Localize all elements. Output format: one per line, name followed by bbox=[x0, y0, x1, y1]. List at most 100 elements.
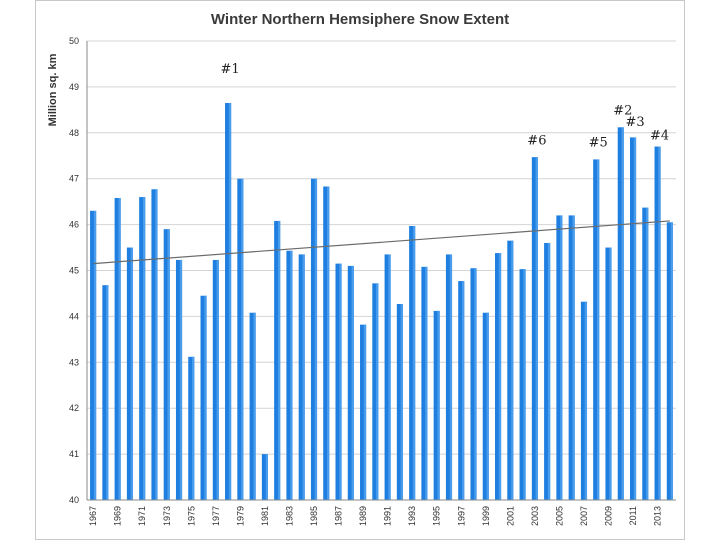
y-tick-label: 45 bbox=[69, 266, 79, 276]
x-tick-label: 1997 bbox=[456, 506, 466, 526]
y-tick-label: 43 bbox=[69, 357, 79, 367]
bar bbox=[409, 225, 416, 501]
bar-highlight bbox=[228, 102, 232, 500]
x-tick-label: 2001 bbox=[505, 506, 515, 526]
bar-highlight bbox=[560, 215, 563, 501]
bar bbox=[605, 247, 612, 500]
x-tick-label: 1979 bbox=[235, 506, 245, 526]
bar-highlight bbox=[376, 283, 379, 500]
bar bbox=[286, 250, 293, 500]
x-tick-label: 1995 bbox=[432, 506, 442, 526]
x-tick-label: 1973 bbox=[162, 506, 172, 526]
y-axis-label: Million sq. km bbox=[47, 53, 59, 126]
bar-highlight bbox=[339, 263, 342, 500]
bar bbox=[445, 254, 453, 500]
bar-highlight bbox=[498, 253, 502, 500]
rank-annotation: #1 bbox=[221, 62, 240, 77]
x-tick-label: 2007 bbox=[579, 506, 589, 526]
bar-highlight bbox=[277, 220, 281, 501]
y-tick-label: 41 bbox=[69, 449, 79, 459]
bar-highlight bbox=[511, 240, 514, 501]
x-tick-label: 1987 bbox=[334, 506, 344, 526]
x-tick-label: 1975 bbox=[186, 506, 196, 526]
annotations: #1 #2#3 #4 #5 #6 bbox=[221, 62, 670, 150]
trendline-group bbox=[93, 220, 670, 265]
bar bbox=[249, 312, 256, 500]
bar-highlight bbox=[192, 356, 195, 500]
bar bbox=[274, 220, 281, 501]
bar-highlight bbox=[216, 259, 219, 500]
y-tick-label: 47 bbox=[69, 174, 79, 184]
bar-highlight bbox=[596, 159, 600, 500]
bar-highlight bbox=[155, 189, 158, 500]
bar bbox=[421, 266, 428, 500]
bar bbox=[629, 137, 637, 500]
x-tick-label: 2005 bbox=[554, 506, 564, 526]
bar bbox=[433, 310, 440, 500]
bar bbox=[470, 268, 477, 500]
rank-annotation: #2 bbox=[613, 103, 632, 118]
bar bbox=[531, 157, 538, 500]
bar bbox=[666, 222, 673, 500]
bar-highlight bbox=[658, 146, 661, 500]
x-tick-label: 1985 bbox=[309, 506, 319, 526]
bar-highlight bbox=[314, 178, 318, 500]
rank-annotation: #5 bbox=[589, 136, 608, 151]
bar bbox=[151, 189, 158, 500]
bar-highlight bbox=[302, 254, 305, 500]
bar-highlight bbox=[670, 222, 673, 500]
bar-highlight bbox=[646, 207, 649, 500]
bar bbox=[310, 178, 318, 500]
bar bbox=[458, 281, 465, 500]
chart-title: Winter Northern Hemsiphere Snow Extent bbox=[211, 11, 509, 28]
bar-highlight bbox=[425, 266, 428, 500]
x-tick-label: 1967 bbox=[88, 506, 98, 526]
bar-highlight bbox=[523, 269, 526, 500]
bar bbox=[593, 159, 600, 500]
bar-highlight bbox=[241, 178, 244, 500]
bar-highlight bbox=[106, 285, 109, 500]
bar-highlight bbox=[253, 312, 256, 500]
x-tick-label: 1999 bbox=[481, 506, 491, 526]
y-tick-label: 50 bbox=[69, 36, 79, 46]
bar bbox=[482, 312, 489, 500]
bar-highlight bbox=[93, 210, 97, 500]
bar bbox=[372, 283, 379, 500]
x-tick-label: 1977 bbox=[211, 506, 221, 526]
y-tick-label: 44 bbox=[69, 311, 79, 321]
bar bbox=[163, 229, 170, 500]
bar-highlight bbox=[437, 310, 440, 500]
bar bbox=[225, 102, 232, 500]
bar-highlight bbox=[179, 259, 183, 500]
bar-highlight bbox=[351, 265, 354, 500]
bar-highlight bbox=[142, 197, 146, 500]
bar bbox=[654, 146, 661, 500]
x-tick-label: 2009 bbox=[604, 506, 614, 526]
bar bbox=[323, 186, 330, 501]
bar bbox=[175, 259, 183, 500]
bar bbox=[384, 254, 391, 500]
x-tick-label: 1981 bbox=[260, 506, 270, 526]
bar-highlight bbox=[130, 247, 134, 500]
gridlines bbox=[87, 40, 676, 501]
x-tick-label: 2003 bbox=[530, 506, 540, 526]
rank-annotation: #3 bbox=[625, 115, 644, 130]
bar-highlight bbox=[621, 127, 624, 501]
bar bbox=[580, 301, 588, 500]
bar-highlight bbox=[412, 225, 416, 501]
bar-highlight bbox=[461, 281, 465, 500]
x-tick-label: 1971 bbox=[137, 506, 147, 526]
bar-highlight bbox=[547, 242, 551, 500]
trendline bbox=[93, 220, 670, 265]
bar bbox=[642, 207, 649, 500]
bar bbox=[396, 304, 403, 500]
bar-highlight bbox=[265, 454, 268, 500]
x-tick-label: 2013 bbox=[653, 506, 663, 526]
bar-highlight bbox=[167, 229, 170, 500]
bar-highlight bbox=[572, 215, 575, 501]
bar-highlight bbox=[204, 295, 207, 500]
bar bbox=[544, 242, 551, 500]
x-tick-label: 1991 bbox=[383, 506, 393, 526]
x-tick-label: 2011 bbox=[628, 506, 638, 525]
bar-highlight bbox=[290, 250, 293, 500]
